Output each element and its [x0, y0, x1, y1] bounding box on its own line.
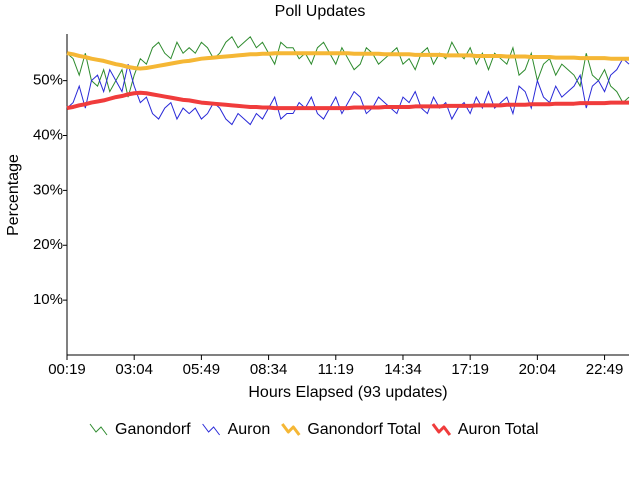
y-tick-label: 10%	[33, 291, 63, 308]
y-tick-label: 20%	[33, 236, 63, 253]
x-tick-label: 22:49	[586, 361, 624, 378]
legend-item: Auron	[202, 421, 271, 438]
y-tick-label: 50%	[33, 72, 63, 89]
y-tick-label: 40%	[33, 126, 63, 143]
series-line	[66, 57, 630, 126]
legend-label: Auron Total	[458, 421, 539, 438]
x-tick-label: 00:19	[48, 361, 86, 378]
x-tick-label: 05:49	[183, 361, 221, 378]
legend-swatch	[89, 423, 108, 436]
legend-swatch	[431, 423, 452, 436]
legend-item: Ganondorf	[89, 421, 191, 438]
x-tick-label: 11:19	[318, 361, 354, 378]
legend-label: Ganondorf	[115, 421, 191, 438]
series-line	[66, 51, 629, 71]
x-tick-label: 14:34	[384, 361, 422, 378]
x-tick-label: 03:04	[115, 361, 153, 378]
series-line	[66, 35, 630, 104]
x-tick-label: 20:04	[519, 361, 557, 378]
series-line	[66, 90, 629, 111]
legend-item: Ganondorf Total	[281, 421, 421, 438]
legend-swatch	[281, 423, 301, 436]
x-tick-label: 17:19	[451, 361, 489, 378]
legend-label: Ganondorf Total	[307, 421, 421, 438]
x-tick-label: 08:34	[250, 361, 288, 378]
chart-title: Poll Updates	[275, 3, 366, 20]
legend-label: Auron	[228, 421, 271, 438]
legend-item: Auron Total	[431, 421, 539, 438]
y-axis-label: Percentage	[5, 154, 22, 236]
y-tick-label: 30%	[33, 181, 63, 198]
legend-swatch	[202, 423, 221, 436]
x-axis-label: Hours Elapsed (93 updates)	[248, 384, 447, 401]
